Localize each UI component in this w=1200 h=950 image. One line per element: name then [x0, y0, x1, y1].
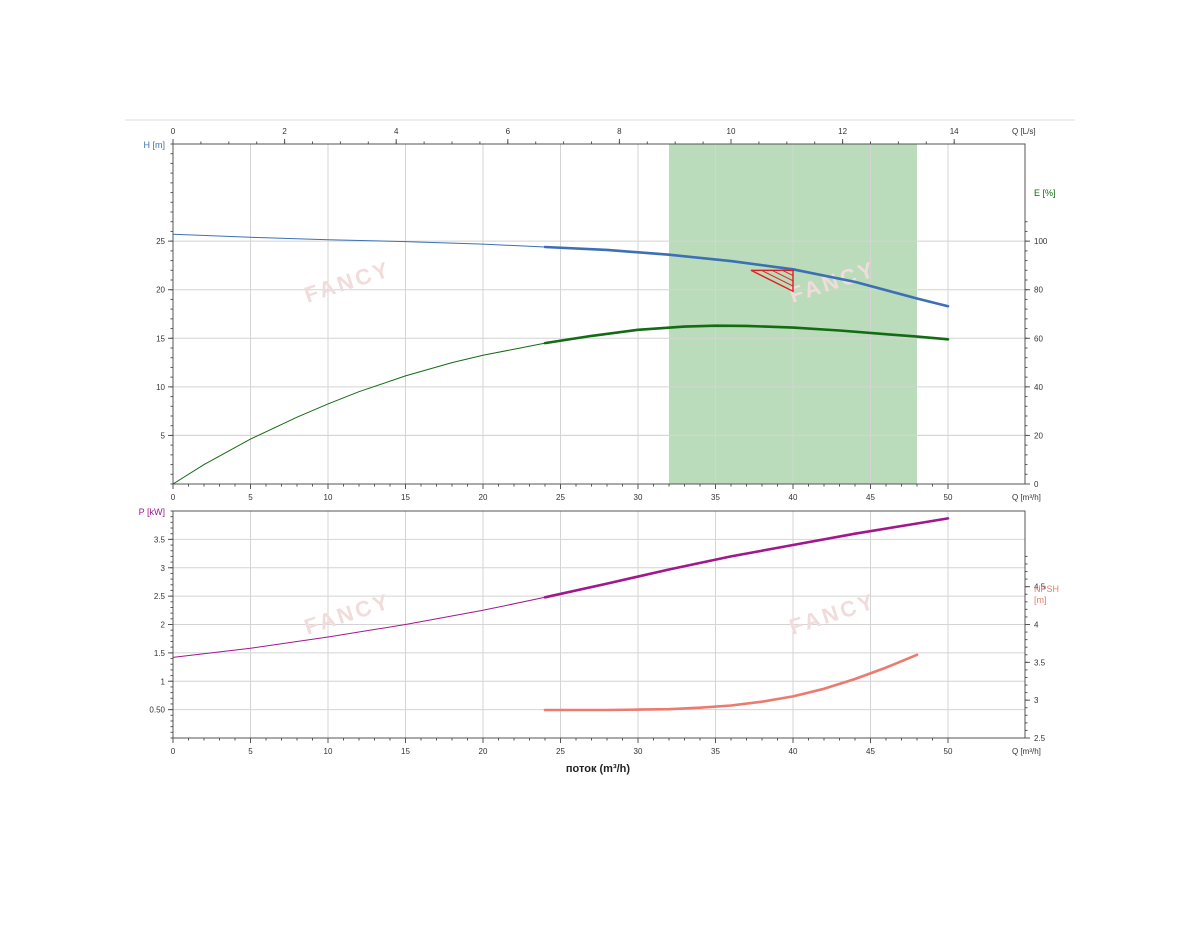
- x-tick-label: 40: [789, 747, 798, 756]
- y-tick-label: 0.50: [149, 706, 165, 715]
- y2-tick-label: 4: [1034, 621, 1039, 630]
- x-tick-label: 35: [711, 493, 720, 502]
- y-tick-label: 1.5: [154, 649, 166, 658]
- y2-tick-label: 60: [1034, 334, 1043, 343]
- x-tick-label: 5: [248, 493, 253, 502]
- x-tick-label: 5: [248, 747, 253, 756]
- y2-tick-label: 3: [1034, 696, 1039, 705]
- x-tick-label: 15: [401, 747, 410, 756]
- y-tick-label: 10: [156, 383, 165, 392]
- x-tick-label: 30: [634, 493, 643, 502]
- y2-axis-label: NPSH: [1034, 584, 1059, 594]
- y2-tick-label: 3.5: [1034, 658, 1046, 667]
- x-tick-label: 45: [866, 747, 875, 756]
- x-tick-label: 35: [711, 747, 720, 756]
- y2-axis-label: E [%]: [1034, 188, 1056, 198]
- duty-point-hatch: [771, 269, 794, 282]
- x-tick-label: 15: [401, 493, 410, 502]
- x-axis-label: Q [m³/h]: [1012, 747, 1041, 756]
- x2-tick-label: 10: [727, 127, 736, 136]
- y-tick-label: 20: [156, 286, 165, 295]
- y2-tick-label: 2.5: [1034, 734, 1046, 743]
- y-tick-label: 3.5: [154, 535, 166, 544]
- y2-tick-label: 0: [1034, 480, 1039, 489]
- x-tick-label: 45: [866, 493, 875, 502]
- y-tick-label: 2: [161, 621, 166, 630]
- y-tick-label: 2.5: [154, 592, 166, 601]
- x2-tick-label: 14: [950, 127, 959, 136]
- x2-tick-label: 2: [282, 127, 287, 136]
- x-axis-label: Q [m³/h]: [1012, 493, 1041, 502]
- y2-tick-label: 80: [1034, 286, 1043, 295]
- duty-point-hatch: [782, 269, 794, 276]
- x-tick-label: 10: [324, 747, 333, 756]
- y-axis-label: H [m]: [144, 140, 166, 150]
- y2-tick-label: 40: [1034, 383, 1043, 392]
- y-tick-label: 25: [156, 237, 165, 246]
- y-axis-label: P [kW]: [139, 507, 165, 517]
- x-axis-title: поток (m³/h): [566, 763, 630, 775]
- x-tick-label: 10: [324, 493, 333, 502]
- x-tick-label: 50: [944, 747, 953, 756]
- x2-axis-label: Q [L/s]: [1012, 127, 1036, 136]
- x-tick-label: 50: [944, 493, 953, 502]
- series-line-npsh: [543, 653, 919, 712]
- series-line-head: [543, 245, 950, 308]
- x-tick-label: 20: [479, 747, 488, 756]
- y2-tick-label: 20: [1034, 431, 1043, 440]
- series-line-power-thin: [172, 596, 546, 658]
- series-line-efficiency: [543, 324, 950, 345]
- y-tick-label: 15: [156, 334, 165, 343]
- x-tick-label: 25: [556, 493, 565, 502]
- x-tick-label: 30: [634, 747, 643, 756]
- series-line-power: [543, 517, 950, 599]
- x2-tick-label: 8: [617, 127, 622, 136]
- x-tick-label: 25: [556, 747, 565, 756]
- duty-point-hatch: [761, 269, 794, 287]
- y-tick-label: 1: [161, 677, 166, 686]
- series-line-head-thin: [172, 233, 546, 248]
- plot-frame: [172, 143, 1026, 485]
- series-line-efficiency-thin: [172, 342, 546, 485]
- y-tick-label: 3: [161, 564, 166, 573]
- x2-tick-label: 12: [838, 127, 847, 136]
- x-tick-label: 0: [171, 747, 176, 756]
- y2-tick-label: 100: [1034, 237, 1048, 246]
- x-tick-label: 0: [171, 493, 176, 502]
- x2-tick-label: 6: [506, 127, 511, 136]
- y2-axis-label: [m]: [1034, 595, 1047, 605]
- x2-tick-label: 0: [171, 127, 176, 136]
- x2-tick-label: 4: [394, 127, 399, 136]
- y2-tick-label: 4.5: [1034, 583, 1046, 592]
- y-tick-label: 5: [161, 431, 166, 440]
- x-tick-label: 40: [789, 493, 798, 502]
- x-tick-label: 20: [479, 493, 488, 502]
